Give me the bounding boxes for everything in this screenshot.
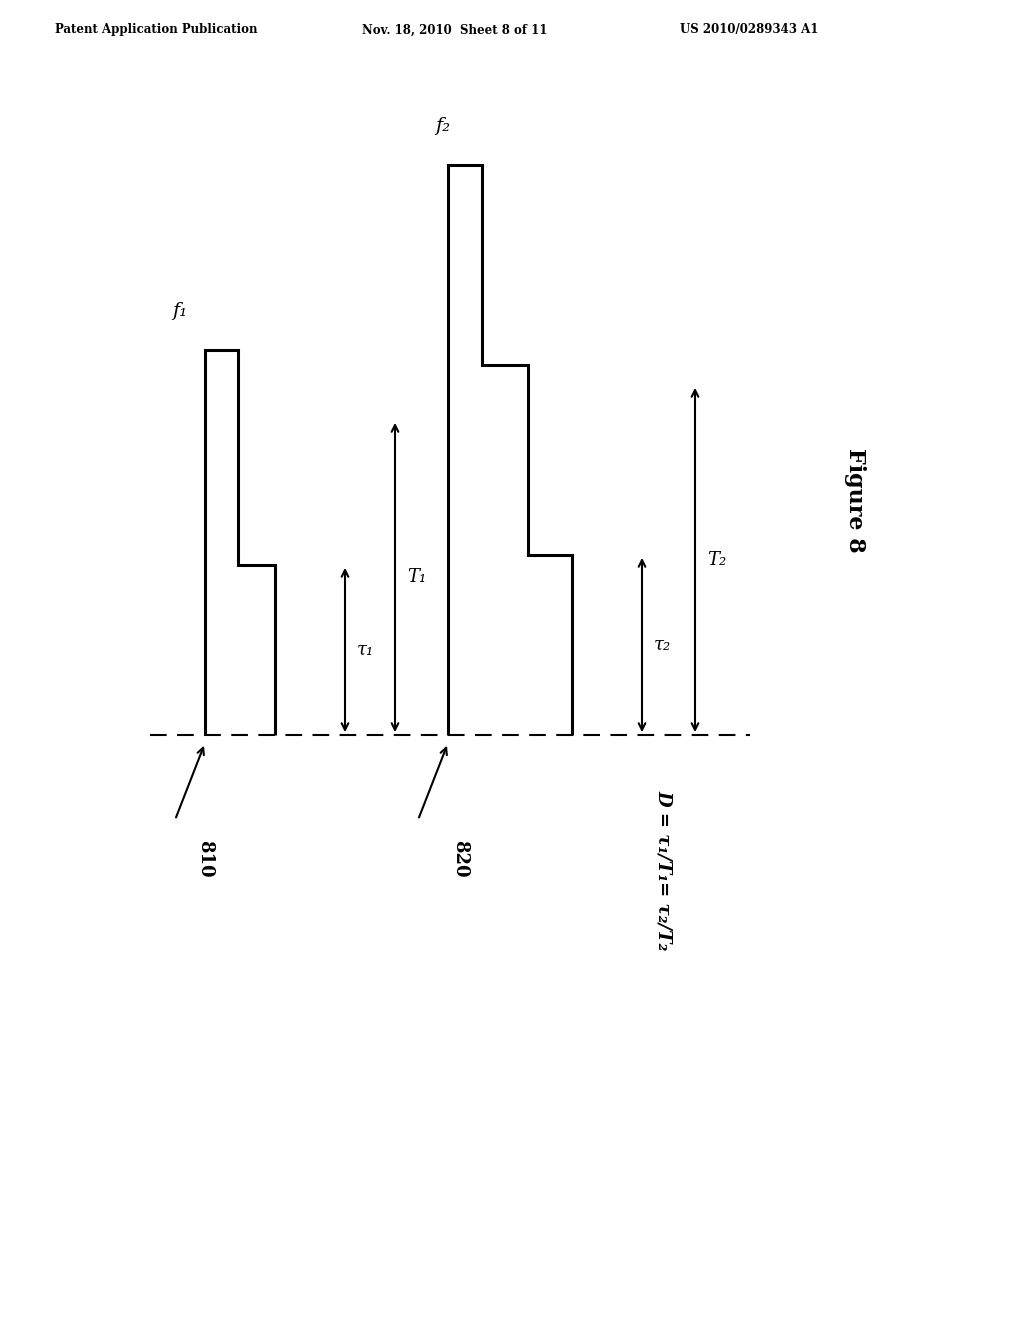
Text: US 2010/0289343 A1: US 2010/0289343 A1 <box>680 24 818 37</box>
Text: τ₁: τ₁ <box>357 642 374 659</box>
Text: T₂: T₂ <box>707 550 726 569</box>
Text: 810: 810 <box>196 840 214 878</box>
Text: D = τ₁/T₁= τ₂/T₂: D = τ₁/T₁= τ₂/T₂ <box>655 789 673 950</box>
Text: f₂: f₂ <box>435 117 451 135</box>
Text: Patent Application Publication: Patent Application Publication <box>55 24 257 37</box>
Text: Nov. 18, 2010  Sheet 8 of 11: Nov. 18, 2010 Sheet 8 of 11 <box>362 24 548 37</box>
Text: f₁: f₁ <box>172 302 187 319</box>
Text: τ₂: τ₂ <box>654 636 672 653</box>
Text: Figure 8: Figure 8 <box>844 447 866 552</box>
Text: 820: 820 <box>451 840 469 878</box>
Text: T₁: T₁ <box>407 569 426 586</box>
